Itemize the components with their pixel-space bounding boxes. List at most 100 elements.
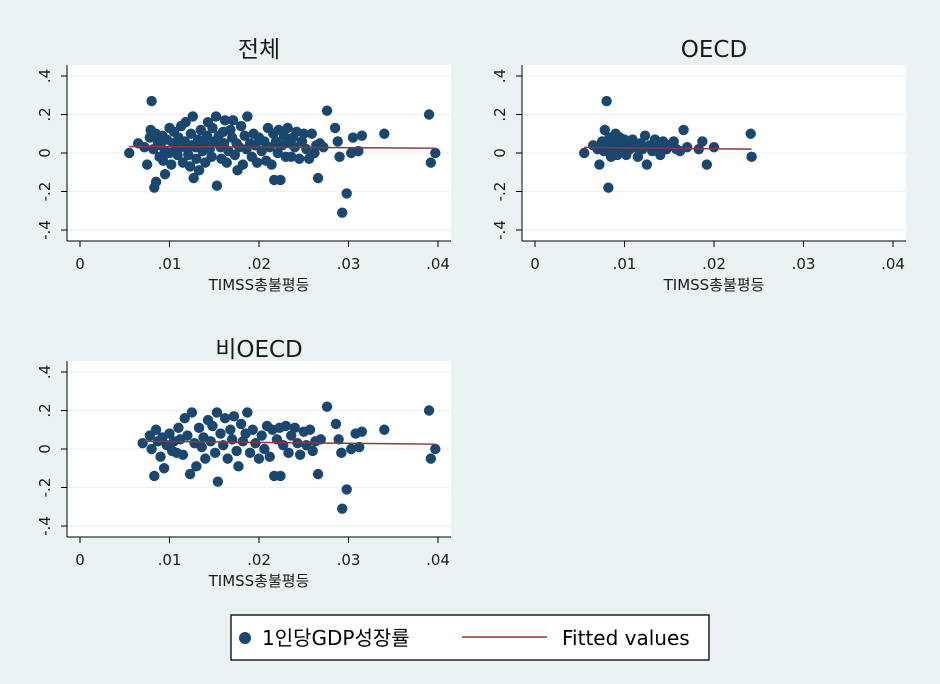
data-point xyxy=(347,132,359,143)
x-tick-label: .01 xyxy=(158,551,182,569)
data-point xyxy=(256,430,267,441)
data-point xyxy=(275,174,286,186)
data-point xyxy=(641,159,653,170)
y-tick-label: -.2 xyxy=(36,182,54,202)
data-point xyxy=(333,434,344,445)
data-point xyxy=(321,105,333,116)
data-point xyxy=(184,468,196,480)
y-tick-label: .4 xyxy=(36,365,54,379)
data-point xyxy=(701,159,713,170)
fitted-line xyxy=(584,146,752,150)
data-point xyxy=(601,95,612,107)
data-point xyxy=(252,157,263,168)
data-point xyxy=(334,151,345,163)
data-point xyxy=(158,463,170,474)
x-tick-label: .04 xyxy=(881,255,905,273)
data-point xyxy=(242,407,253,418)
data-point xyxy=(329,122,341,134)
x-tick-label: .04 xyxy=(426,255,450,273)
panel-all: -.4 -.2 0 .2 .4 0 .01 .02 .03 .04 전체 TIMSS총불평등 xyxy=(36,37,451,294)
data-point xyxy=(177,449,189,460)
data-point xyxy=(183,149,194,161)
y-tick-label: -.4 xyxy=(36,516,54,536)
data-point xyxy=(289,422,300,434)
data-point xyxy=(301,143,312,155)
data-point xyxy=(594,159,605,170)
data-point xyxy=(166,159,177,170)
legend-marker-symbol xyxy=(239,632,251,644)
data-point xyxy=(430,443,441,455)
data-point xyxy=(337,503,348,514)
x-tick-label: 0 xyxy=(75,255,85,273)
data-point xyxy=(225,424,236,435)
data-point xyxy=(233,461,244,472)
data-point xyxy=(201,130,213,141)
data-point xyxy=(681,142,693,153)
data-point xyxy=(341,188,352,199)
data-point xyxy=(229,149,241,161)
data-point xyxy=(235,418,247,430)
data-point xyxy=(639,130,651,141)
data-point xyxy=(280,420,292,432)
data-point xyxy=(286,151,297,163)
data-point xyxy=(235,120,247,132)
x-tick-label: .03 xyxy=(337,255,361,273)
data-point xyxy=(330,418,342,430)
data-point xyxy=(632,151,644,163)
data-point xyxy=(244,447,256,459)
data-point xyxy=(250,438,261,449)
x-axis-title: TIMSS총불평등 xyxy=(208,276,310,294)
legend: 1인당GDP성장률 Fitted values xyxy=(230,614,710,661)
data-point xyxy=(207,122,218,134)
data-point xyxy=(379,128,390,139)
data-point xyxy=(266,159,277,170)
data-point xyxy=(423,405,435,416)
data-point xyxy=(425,157,437,168)
legend-label-fitted: Fitted values xyxy=(562,626,690,650)
data-point xyxy=(231,445,242,457)
data-point xyxy=(599,124,611,136)
y-tick-label: .2 xyxy=(491,107,509,121)
data-point xyxy=(678,124,689,136)
data-point xyxy=(124,147,135,159)
data-point xyxy=(237,159,249,170)
y-tick-label: -.2 xyxy=(491,182,509,202)
data-point xyxy=(218,138,230,149)
data-point xyxy=(212,476,224,487)
data-point xyxy=(188,172,199,184)
data-point xyxy=(321,401,333,412)
data-point xyxy=(187,111,198,122)
data-point xyxy=(186,407,198,418)
data-point xyxy=(336,447,347,459)
data-point xyxy=(159,168,171,180)
data-point xyxy=(746,151,757,163)
data-point xyxy=(294,153,305,164)
panel-title: OECD xyxy=(681,37,747,63)
data-point xyxy=(141,159,153,170)
data-point xyxy=(275,470,286,482)
data-point xyxy=(149,470,160,482)
x-tick-label: .03 xyxy=(337,551,361,569)
data-point xyxy=(173,422,184,434)
data-point xyxy=(221,157,232,168)
data-point xyxy=(425,453,437,464)
data-point xyxy=(193,422,205,434)
data-point xyxy=(312,468,324,480)
x-tick-label: .03 xyxy=(792,255,816,273)
data-point xyxy=(345,443,357,455)
data-point xyxy=(315,434,326,445)
data-point xyxy=(158,155,169,166)
data-point xyxy=(697,136,708,147)
data-point xyxy=(304,424,316,435)
data-point xyxy=(219,115,231,126)
y-tick-label: .4 xyxy=(36,69,54,83)
data-point xyxy=(253,453,265,464)
data-point xyxy=(228,411,240,422)
data-point xyxy=(239,130,250,141)
data-point xyxy=(298,128,309,139)
data-point xyxy=(341,484,352,495)
data-point xyxy=(259,443,270,455)
y-tick-label: .2 xyxy=(36,403,54,417)
data-point xyxy=(193,165,205,176)
fitted-line xyxy=(129,145,436,149)
